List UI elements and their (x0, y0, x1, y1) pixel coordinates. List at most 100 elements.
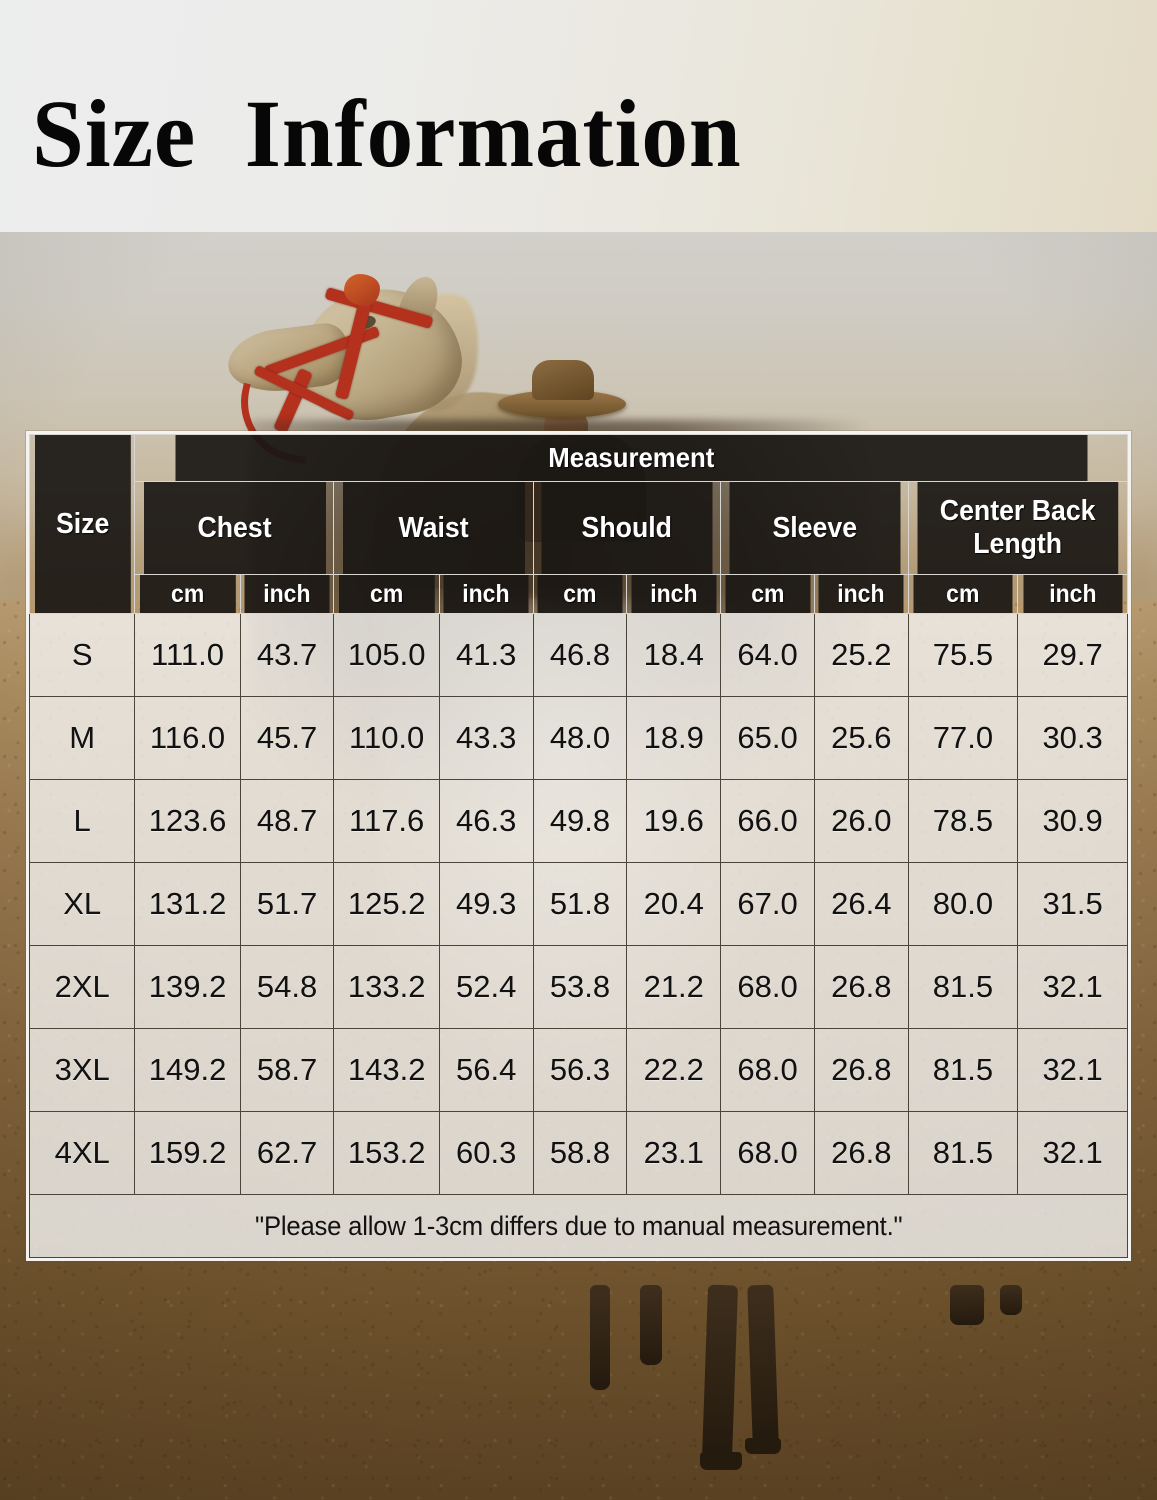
cell-cbl-cm: 78.5 (907, 779, 1019, 863)
cell-should-inch: 18.4 (626, 613, 722, 697)
cell-should-cm: 58.8 (532, 1111, 628, 1195)
cell-sleeve-inch: 26.8 (813, 1111, 909, 1195)
table-row: L 123.6 48.7 117.6 46.3 49.8 19.6 66.0 2… (28, 779, 1128, 863)
cell-sleeve-cm: 66.0 (720, 779, 815, 863)
cell-waist-inch: 56.4 (438, 1028, 534, 1112)
table-header: Size Measurement Chest Waist Should (30, 434, 1128, 614)
cell-should-cm: 51.8 (532, 862, 628, 946)
header-unit-sleeve-inch: inch (817, 574, 905, 614)
header-group-center-back-length-label: Center Back Length (939, 495, 1096, 560)
cell-size: L (28, 779, 136, 863)
horse-leg (950, 1285, 984, 1325)
cell-chest-inch: 48.7 (239, 779, 335, 863)
header-group-sleeve: Sleeve (727, 481, 902, 575)
cell-waist-cm: 110.0 (333, 696, 440, 780)
horse-hoof (700, 1452, 742, 1470)
measurement-note: "Please allow 1-3cm differs due to manua… (29, 1194, 1128, 1258)
table-row: 3XL 149.2 58.7 143.2 56.4 56.3 22.2 68.0… (28, 1028, 1128, 1112)
header-unit-sleeve-cm: cm (723, 574, 812, 614)
cell-cbl-inch: 32.1 (1017, 1111, 1128, 1195)
cell-chest-inch: 51.7 (239, 862, 335, 946)
size-table-container: Size Measurement Chest Waist Should (26, 431, 1131, 1261)
cell-sleeve-cm: 68.0 (720, 1111, 815, 1195)
horse-head-icon (224, 271, 588, 602)
cell-should-inch: 21.2 (626, 945, 722, 1029)
cell-size: 4XL (28, 1111, 136, 1195)
cell-chest-cm: 159.2 (134, 1111, 241, 1195)
table-body: S 111.0 43.7 105.0 41.3 46.8 18.4 64.0 2… (28, 613, 1128, 1258)
measurement-note-label: "Please allow 1-3cm differs due to manua… (254, 1210, 903, 1241)
header-group-chest: Chest (142, 481, 327, 575)
table-row: M 116.0 45.7 110.0 43.3 48.0 18.9 65.0 2… (28, 696, 1128, 780)
cell-should-inch: 23.1 (626, 1111, 722, 1195)
horse-leg (640, 1285, 662, 1365)
cell-chest-inch: 54.8 (239, 945, 335, 1029)
cell-sleeve-inch: 26.4 (813, 862, 909, 946)
cell-waist-inch: 52.4 (438, 945, 534, 1029)
header-row-groups: Chest Waist Should Sleeve Center Back Le… (30, 481, 1128, 575)
cell-should-cm: 49.8 (532, 779, 628, 863)
cell-cbl-inch: 32.1 (1017, 1028, 1128, 1112)
header-group-center-back-length: Center Back Length (916, 481, 1120, 575)
header-group-sleeve-label: Sleeve (772, 511, 857, 544)
cowboy-hat-crown (532, 360, 594, 400)
cell-chest-cm: 116.0 (134, 696, 241, 780)
cell-cbl-cm: 75.5 (907, 613, 1019, 697)
cell-should-cm: 56.3 (532, 1028, 628, 1112)
cell-waist-cm: 133.2 (333, 945, 440, 1029)
cell-waist-cm: 153.2 (333, 1111, 440, 1195)
header-row-measurement: Size Measurement (30, 434, 1128, 614)
cell-sleeve-inch: 26.0 (813, 779, 909, 863)
cell-waist-cm: 125.2 (333, 862, 440, 946)
cell-sleeve-cm: 67.0 (720, 862, 815, 946)
horse-hoof (745, 1438, 781, 1454)
table-row: 4XL 159.2 62.7 153.2 60.3 58.8 23.1 68.0… (28, 1111, 1128, 1195)
cell-chest-cm: 123.6 (134, 779, 241, 863)
cell-cbl-inch: 29.7 (1017, 613, 1128, 697)
header-group-should-label: Should (581, 511, 673, 544)
header-unit-should-cm: cm (536, 574, 624, 614)
header-group-waist-label: Waist (398, 511, 469, 544)
table-note-row: "Please allow 1-3cm differs due to manua… (29, 1194, 1128, 1258)
cell-cbl-cm: 77.0 (907, 696, 1019, 780)
cell-size: 3XL (28, 1028, 136, 1112)
cell-size: M (28, 696, 136, 780)
header-group-chest-label: Chest (197, 511, 272, 544)
cell-waist-inch: 46.3 (438, 779, 534, 863)
cell-size: 2XL (28, 945, 136, 1029)
cell-waist-inch: 60.3 (438, 1111, 534, 1195)
cell-sleeve-cm: 64.0 (720, 613, 815, 697)
cell-sleeve-inch: 26.8 (813, 945, 909, 1029)
cell-waist-inch: 43.3 (438, 696, 534, 780)
header-unit-cbl-cm: cm (912, 574, 1014, 614)
cell-cbl-cm: 81.5 (907, 945, 1019, 1029)
cell-cbl-inch: 32.1 (1017, 945, 1128, 1029)
header-measurement-label: Measurement (548, 442, 715, 473)
header-unit-cbl-inch: inch (1021, 574, 1124, 614)
cell-cbl-cm: 81.5 (907, 1028, 1019, 1112)
header-unit-chest-inch: inch (243, 574, 331, 614)
cell-chest-cm: 111.0 (134, 613, 241, 697)
cell-chest-cm: 139.2 (134, 945, 241, 1029)
cell-cbl-inch: 30.9 (1017, 779, 1128, 863)
table-row: 2XL 139.2 54.8 133.2 52.4 53.8 21.2 68.0… (28, 945, 1128, 1029)
bridle-tassel (344, 274, 380, 306)
cell-sleeve-cm: 65.0 (720, 696, 815, 780)
header-size: Size (33, 434, 132, 614)
header-unit-waist-cm: cm (337, 574, 436, 614)
table-row: S 111.0 43.7 105.0 41.3 46.8 18.4 64.0 2… (28, 613, 1128, 697)
cell-waist-cm: 117.6 (333, 779, 440, 863)
cell-cbl-cm: 81.5 (907, 1111, 1019, 1195)
header-unit-waist-inch: inch (442, 574, 530, 614)
cell-should-inch: 20.4 (626, 862, 722, 946)
cell-sleeve-cm: 68.0 (720, 945, 815, 1029)
table-row: XL 131.2 51.7 125.2 49.3 51.8 20.4 67.0 … (28, 862, 1128, 946)
cell-size: S (28, 613, 136, 697)
cell-chest-inch: 45.7 (239, 696, 335, 780)
cell-chest-cm: 131.2 (134, 862, 241, 946)
title-band: Size Information (0, 0, 1157, 232)
cell-should-inch: 19.6 (626, 779, 722, 863)
header-row-units: cm inch cm inch cm inch cm inch cm inch (30, 574, 1128, 614)
cell-should-inch: 18.9 (626, 696, 722, 780)
